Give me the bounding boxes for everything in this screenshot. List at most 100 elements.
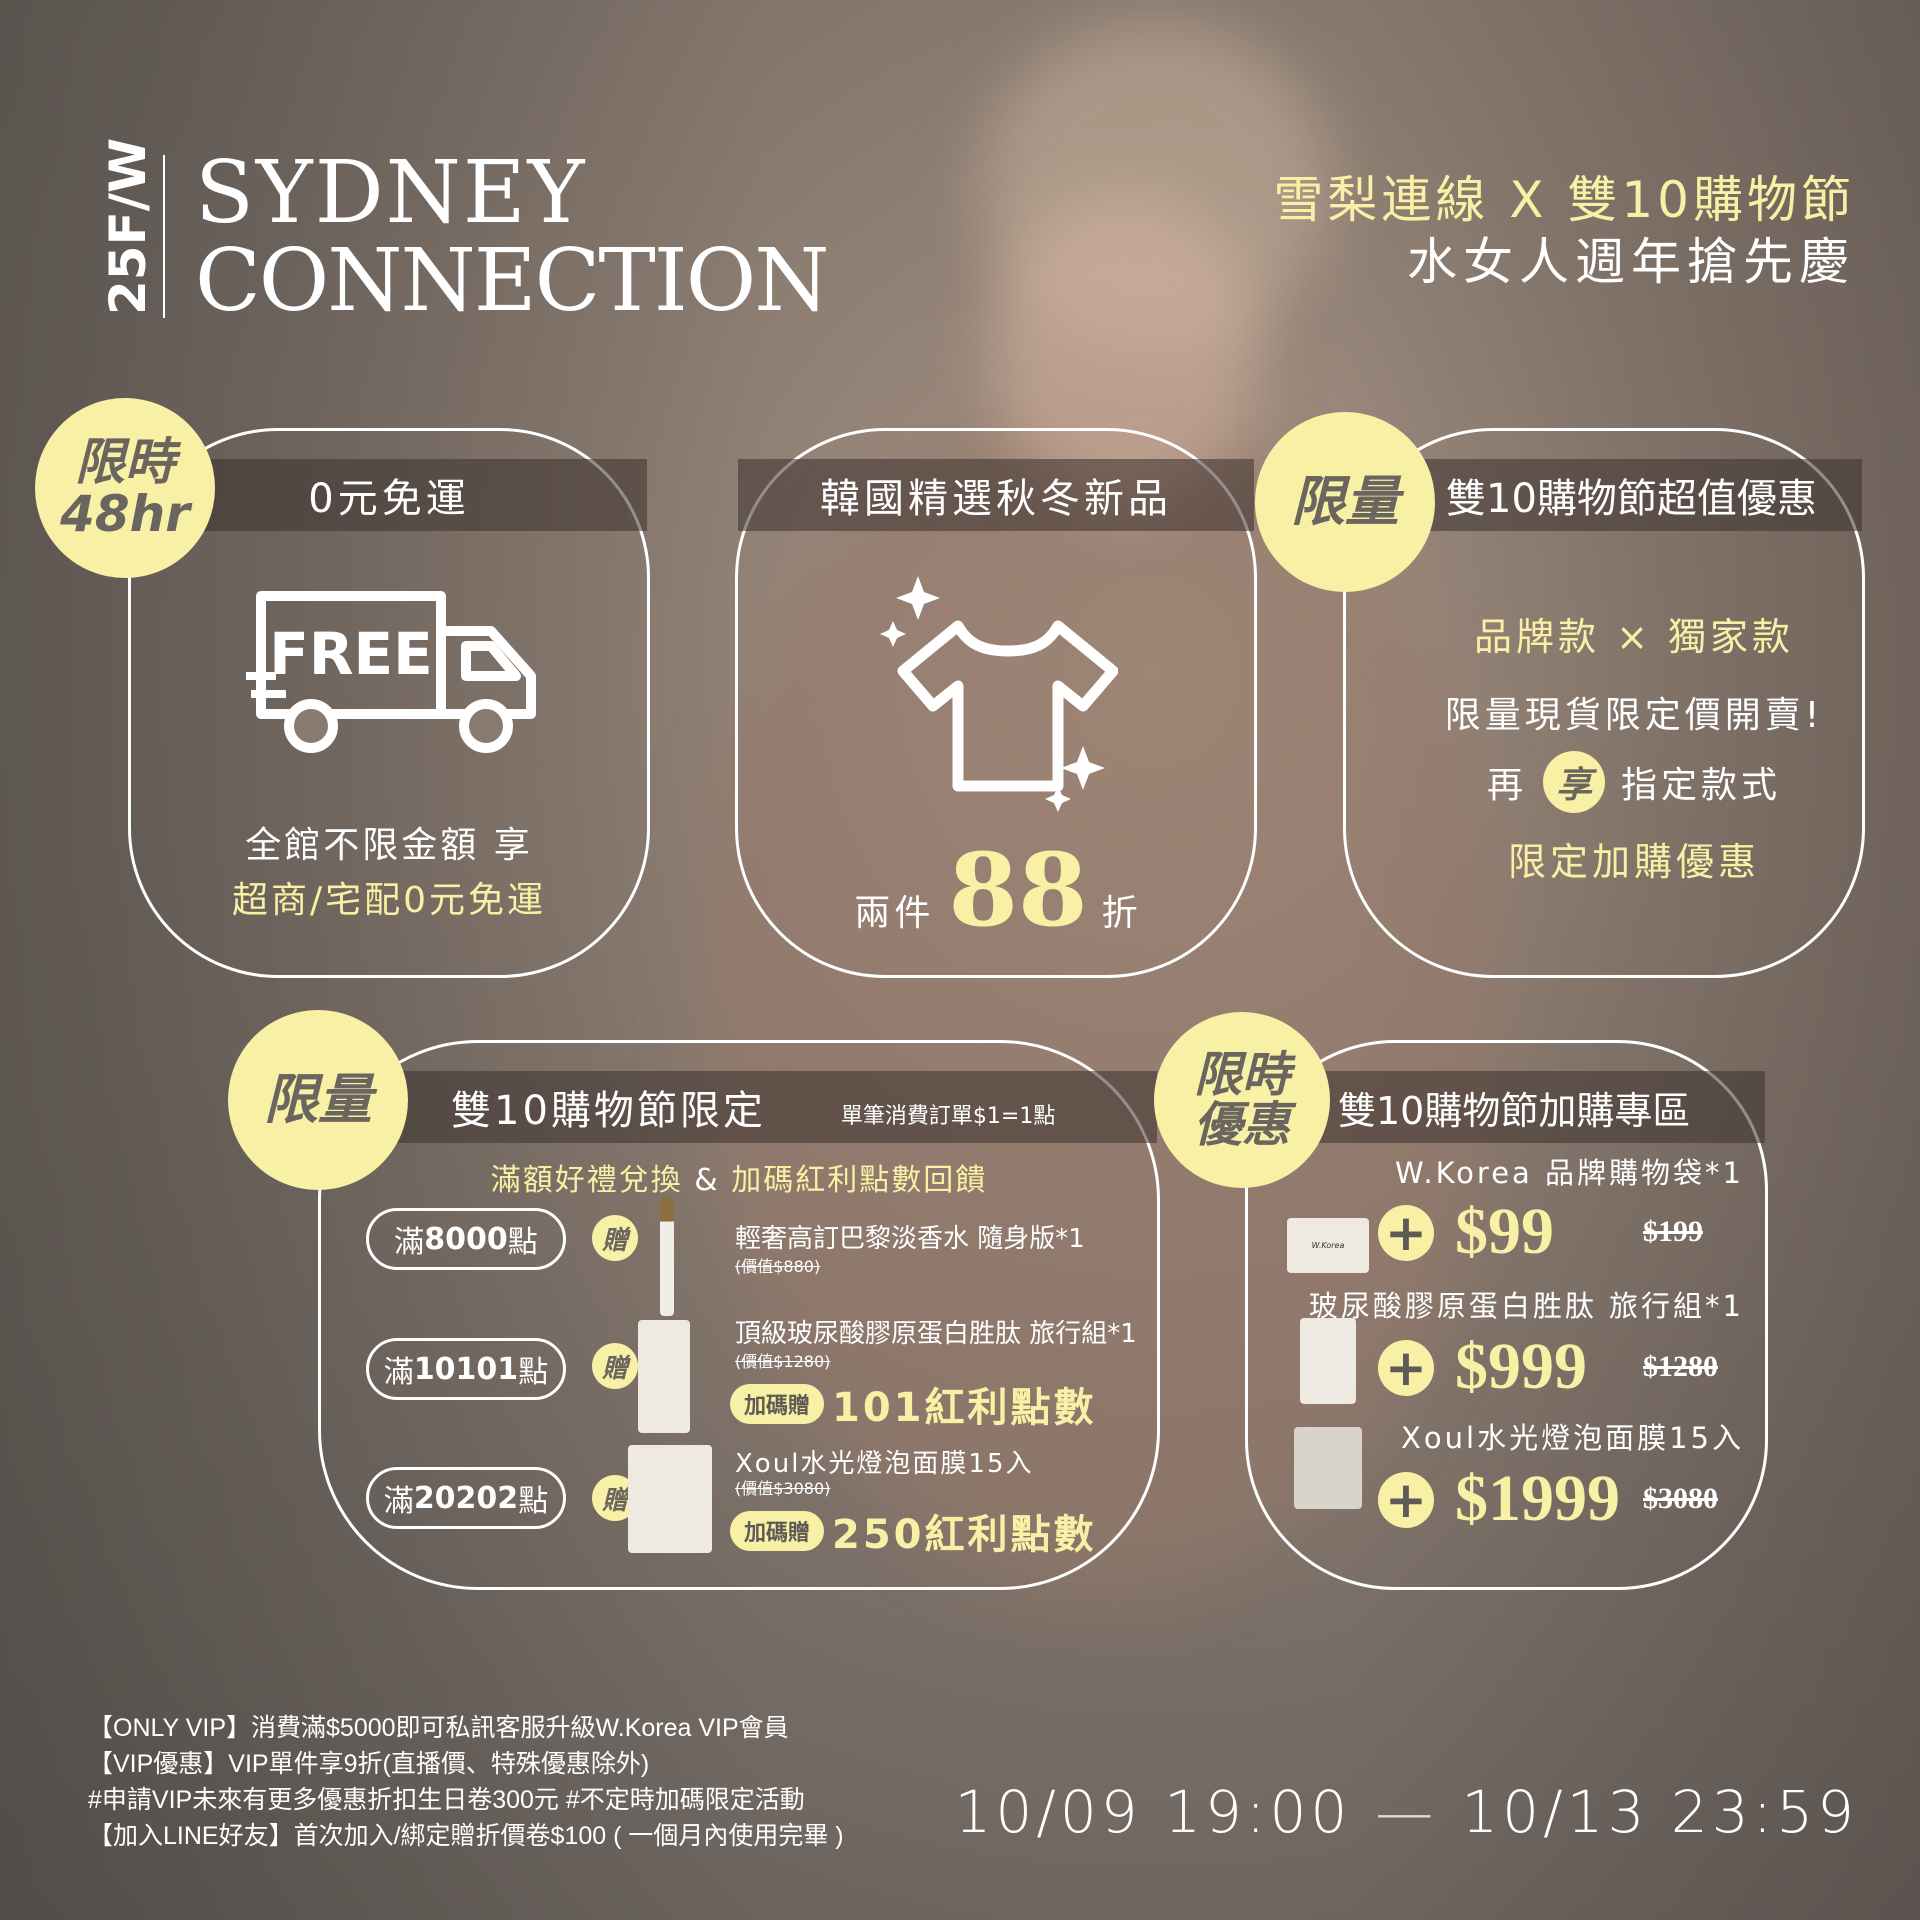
card-title: 0元免運 xyxy=(308,476,470,522)
points-reward-card: 雙10購物節限定 單筆消費訂單$1=1點 滿額好禮兌換 & 加碼紅利點數回饋 xyxy=(318,1040,1160,1590)
limited-time-badge: 限時 48hr xyxy=(35,398,215,578)
tier-points: 10101 xyxy=(413,1351,519,1387)
gift-badge: 贈 xyxy=(592,1343,638,1389)
footer-notes: 【ONLY VIP】消費滿$5000即可私訊客服升級W.Korea VIP會員 … xyxy=(88,1710,844,1854)
addon-card: 雙10購物節加購專區 xyxy=(1245,1040,1768,1590)
brand-line2: CONNECTION xyxy=(195,231,829,331)
card-title: 雙10購物節超值優惠 xyxy=(1446,476,1817,522)
addon-original-price: $199 xyxy=(1643,1215,1703,1248)
limited-quantity-badge: 限量 xyxy=(1255,412,1435,592)
date-end: 10/13 23:59 xyxy=(1461,1778,1858,1846)
discount-row: 兩件 88 折 xyxy=(738,831,1254,949)
bag-logo: W.Korea xyxy=(1311,1241,1345,1250)
mask-box-image xyxy=(1294,1427,1362,1509)
headline-line1: 雪梨連線 X 雙10購物節 xyxy=(1273,171,1855,229)
tier-value: (價值$1280) xyxy=(735,1352,831,1371)
svg-text:FREE: FREE xyxy=(269,620,433,688)
addon-price: $999 xyxy=(1455,1330,1587,1403)
tier-pill-10101: 滿 10101 點 xyxy=(366,1338,566,1400)
tier-post: 點 xyxy=(518,1484,549,1519)
tier-points: 8000 xyxy=(424,1221,508,1257)
badge-line: 48hr xyxy=(60,485,190,543)
tier-post: 點 xyxy=(507,1225,538,1260)
badge-line: 限量 xyxy=(1291,469,1399,533)
points-subtitle: 滿額好禮兌換 & 加碼紅利點數回饋 xyxy=(321,1155,1157,1199)
addon-item-name: Xoul水光燈泡面膜15入 xyxy=(1401,1421,1744,1455)
offer-line3-post: 指定款式 xyxy=(1621,765,1782,806)
tier-value: (價值$880) xyxy=(735,1257,821,1276)
discount-prefix: 兩件 xyxy=(854,893,935,934)
tier-pill-20202: 滿 20202 點 xyxy=(366,1467,566,1529)
card-title: 韓國精選秋冬新品 xyxy=(820,476,1172,522)
shipping-line1: 全館不限金額 享 xyxy=(245,825,533,866)
free-shipping-card: 0元免運 FREE 全館不限金額 享 超商/宅配0元免運 xyxy=(128,428,650,978)
tier-item: 輕奢高訂巴黎淡香水 隨身版*1 xyxy=(735,1224,1085,1254)
discount-suffix: 折 xyxy=(1101,893,1138,934)
offer-line1: 品牌款 × 獨家款 xyxy=(1474,615,1794,659)
shipping-line2: 超商/宅配0元免運 xyxy=(231,880,547,921)
offer-line3: 再 享 指定款式 xyxy=(1406,751,1862,813)
discount-number: 88 xyxy=(948,831,1088,949)
event-dates: 10/09 19:00 — 10/13 23:59 xyxy=(955,1778,1858,1846)
mask-box-image xyxy=(628,1445,712,1553)
offer-line2: 限量現貨限定價開賣! xyxy=(1444,695,1824,736)
badge-line: 限時 xyxy=(75,432,175,491)
tier-points: 20202 xyxy=(413,1480,519,1516)
bonus-value: 250紅利點數 xyxy=(832,1512,1097,1558)
tier-pre: 滿 xyxy=(383,1484,414,1519)
perfume-image xyxy=(660,1198,674,1316)
card-title: 雙10購物節加購專區 xyxy=(1338,1088,1691,1133)
limited-quantity-badge: 限量 xyxy=(228,1010,408,1190)
offer-line4: 限定加購優惠 xyxy=(1507,840,1760,884)
bonus-tag: 加碼贈 xyxy=(730,1511,825,1551)
badge-line: 限時 xyxy=(1193,1046,1290,1103)
points-note: 單筆消費訂單$1=1點 xyxy=(840,1104,1056,1129)
free-truck-icon: FREE xyxy=(246,586,546,766)
tier-value: (價值$3080) xyxy=(735,1479,831,1498)
bonus-tag: 加碼贈 xyxy=(730,1384,825,1424)
background-figure-coat xyxy=(700,400,1500,1600)
bonus-points: 加碼贈 250紅利點數 xyxy=(730,1502,1097,1560)
tier-item: Xoul水光燈泡面膜15入 xyxy=(735,1449,1034,1479)
addon-original-price: $1280 xyxy=(1643,1350,1718,1383)
footer-line: 【ONLY VIP】消費滿$5000即可私訊客服升級W.Korea VIP會員 xyxy=(88,1714,789,1742)
headline-line2: 水女人週年搶先慶 xyxy=(1407,233,1855,291)
badge-line: 優惠 xyxy=(1193,1097,1290,1153)
tier-pre: 滿 xyxy=(394,1225,425,1260)
limited-time-offer-badge: 限時 優惠 xyxy=(1154,1012,1330,1188)
tier-item: 頂級玻尿酸膠原蛋白胜肽 旅行組*1 xyxy=(735,1319,1137,1349)
tier-post: 點 xyxy=(518,1355,549,1390)
collagen-pouch-image xyxy=(638,1320,690,1433)
addon-price: $99 xyxy=(1455,1195,1554,1268)
season-label: 25F/W xyxy=(99,137,157,315)
subtitle-a: 滿額好禮兌換 xyxy=(490,1163,683,1198)
footer-line: 【加入LINE好友】首次加入/綁定贈折價卷$100 ( 一個月內使用完畢 ) xyxy=(88,1822,844,1850)
shopping-bag-image: W.Korea xyxy=(1287,1218,1369,1273)
new-arrivals-card: 韓國精選秋冬新品 兩件 88 折 xyxy=(735,428,1257,978)
gift-badge: 贈 xyxy=(592,1215,638,1261)
offer-line3-pre: 再 xyxy=(1486,765,1527,806)
tier-pill-8000: 滿 8000 點 xyxy=(366,1208,566,1270)
footer-line: 【VIP優惠】VIP單件享9折(直播價、特殊優惠除外) xyxy=(88,1750,650,1778)
enjoy-badge: 享 xyxy=(1543,751,1605,813)
collagen-pouch-image xyxy=(1300,1318,1356,1404)
addon-price: $1999 xyxy=(1455,1462,1620,1535)
subtitle-amp: & xyxy=(694,1163,720,1198)
footer-line: #申請VIP未來有更多優惠折扣生日卷300元 #不定時加碼限定活動 xyxy=(88,1786,805,1814)
bonus-points: 加碼贈 101紅利點數 xyxy=(730,1375,1097,1433)
tshirt-sparkle-icon xyxy=(878,576,1119,816)
card-title: 雙10購物節限定 xyxy=(451,1088,766,1134)
date-start: 10/09 19:00 xyxy=(954,1778,1352,1846)
add-button[interactable]: + xyxy=(1378,1205,1434,1261)
subtitle-b: 加碼紅利點數回饋 xyxy=(731,1163,988,1198)
tier-pre: 滿 xyxy=(383,1355,414,1390)
bonus-value: 101紅利點數 xyxy=(832,1385,1097,1431)
brand-divider xyxy=(163,155,165,318)
addon-item-name: 玻尿酸膠原蛋白胜肽 旅行組*1 xyxy=(1308,1289,1744,1323)
addon-item-name: W.Korea 品牌購物袋*1 xyxy=(1395,1156,1744,1190)
brand-line1: SYDNEY xyxy=(195,143,587,243)
date-separator: — xyxy=(1375,1778,1438,1846)
badge-line: 限量 xyxy=(264,1067,372,1131)
add-button[interactable]: + xyxy=(1378,1340,1434,1396)
add-button[interactable]: + xyxy=(1378,1472,1434,1528)
